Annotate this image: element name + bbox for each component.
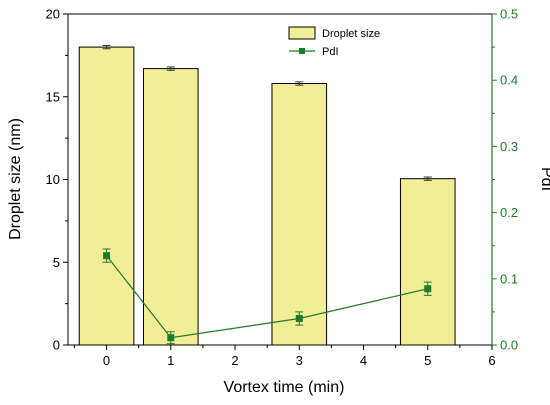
pdi-line	[106, 255, 428, 339]
y-right-tick-label-5: 0.5	[500, 7, 518, 22]
bar-1	[142, 68, 199, 346]
y-right-tick-label-2: 0.2	[500, 205, 518, 220]
y-right-tick-label-1: 0.1	[500, 271, 518, 286]
pdi-point-0	[103, 252, 111, 260]
pdi-point-2	[295, 315, 303, 323]
y-left-tick-label-4: 20	[46, 7, 60, 22]
x-tick-label-2: 2	[231, 353, 238, 368]
y-left-tick-label-2: 10	[46, 172, 60, 187]
x-tick-label-3: 3	[296, 353, 303, 368]
y-right-tick-label-3: 0.3	[500, 139, 518, 154]
x-tick-label-4: 4	[360, 353, 367, 368]
legend-marker-pdi	[299, 48, 305, 54]
x-tick-label-1: 1	[167, 353, 174, 368]
legend-label-droplet-size: Droplet size	[322, 28, 380, 40]
pdi-point-3	[424, 285, 432, 293]
bar-2	[271, 83, 328, 346]
y-right-tick-label-4: 0.4	[500, 73, 518, 88]
bar-3	[399, 178, 456, 346]
legend-swatch-droplet-size	[288, 26, 316, 40]
y-left-tick-label-0: 0	[53, 338, 60, 353]
pdi-point-1	[167, 334, 175, 342]
pdi-line-layer	[102, 248, 432, 345]
y-axis-left-title: Droplet size (nm)	[7, 118, 24, 240]
x-tick-label-6: 6	[488, 353, 495, 368]
axes-layer: 0 5 10 15 20 0.0 0.1 0.2 0.3 0.4 0.5 0 1 2 3 4 5 6	[46, 7, 519, 369]
x-tick-label-5: 5	[424, 353, 431, 368]
bar-0	[78, 46, 135, 346]
y-left-tick-label-3: 15	[46, 89, 60, 104]
x-axis-title: Vortex time (min)	[224, 379, 345, 396]
x-tick-label-0: 0	[103, 353, 110, 368]
bars-layer	[78, 44, 456, 346]
legend-label-pdi: PdI	[322, 46, 339, 58]
y-right-tick-label-0: 0.0	[500, 338, 518, 353]
y-left-tick-label-1: 5	[53, 255, 60, 270]
y-axis-right-title: PdI	[538, 167, 550, 191]
legend: Droplet size PdI	[288, 26, 380, 58]
